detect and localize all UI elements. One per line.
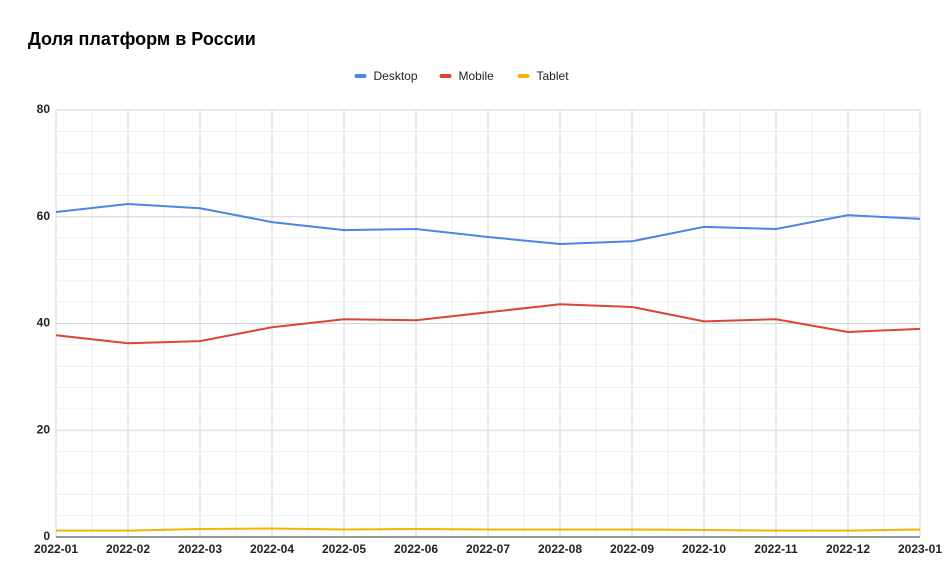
x-tick-label: 2022-05	[322, 542, 366, 556]
legend-swatch	[439, 74, 452, 78]
series-line	[55, 202, 921, 245]
y-tick-label: 0	[43, 529, 50, 543]
series-line	[55, 303, 921, 345]
legend-label: Desktop	[374, 69, 418, 83]
legend-label: Mobile	[459, 69, 495, 83]
x-tick-label: 2022-11	[754, 542, 798, 556]
legend-swatch	[517, 74, 530, 78]
x-tick-label: 2022-01	[34, 542, 78, 556]
x-tick-label: 2022-10	[682, 542, 726, 556]
x-tick-label: 2022-03	[178, 542, 222, 556]
x-tick-label: 2022-04	[250, 542, 294, 556]
legend-label: Tablet	[537, 69, 570, 83]
x-tick-label: 2022-08	[538, 542, 582, 556]
chart-title: Доля платформ в России	[28, 29, 256, 49]
x-tick-label: 2023-01	[898, 542, 942, 556]
y-tick-label: 20	[37, 422, 51, 436]
y-tick-label: 80	[37, 102, 51, 116]
y-tick-label: 40	[37, 316, 51, 330]
x-tick-label: 2022-12	[826, 542, 870, 556]
x-tick-label: 2022-09	[610, 542, 654, 556]
x-tick-label: 2022-06	[394, 542, 438, 556]
series-line	[56, 527, 921, 532]
x-tick-label: 2022-07	[466, 542, 510, 556]
x-tick-label: 2022-02	[106, 542, 150, 556]
y-tick-label: 60	[37, 209, 51, 223]
legend-swatch	[354, 74, 367, 78]
